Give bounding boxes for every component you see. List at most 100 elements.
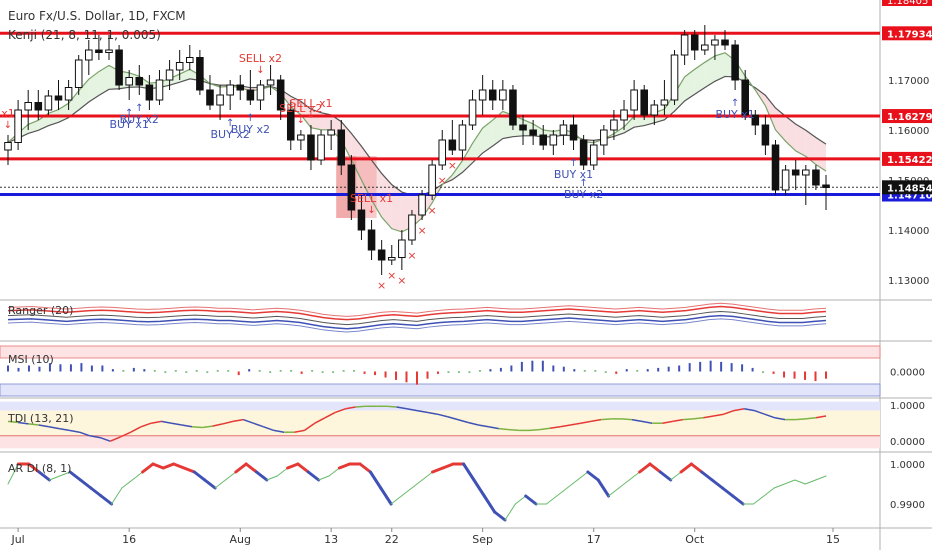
ardi-line-segment	[689, 462, 704, 474]
ardi-line-segment	[224, 471, 237, 481]
buy-signal-label: BUY x2	[564, 188, 603, 201]
tdi-upper-band	[0, 401, 880, 411]
bear-candle	[751, 114, 760, 126]
bull-candle	[701, 44, 709, 51]
bull-candle	[680, 34, 689, 56]
tdi-line-segment	[427, 411, 438, 415]
x-marker: ×	[377, 279, 386, 292]
tdi-line-segment	[529, 428, 540, 432]
bear-candle	[95, 49, 103, 53]
ardi-line-segment	[400, 487, 413, 497]
symbol-title: Euro Fx/U.S. Dollar, 1D, FXCM	[8, 9, 186, 23]
top-price-tag	[882, 0, 932, 6]
msi-panel[interactable]: MSI (10)	[0, 345, 881, 397]
bear-candle	[236, 84, 245, 91]
ardi-line-segment	[121, 479, 133, 489]
bull-cloud-segment	[98, 65, 109, 96]
ardi-line-segment	[192, 470, 207, 482]
bear-candle	[579, 139, 588, 166]
fast-ma-line	[7, 52, 827, 233]
slow-ma-line	[7, 75, 827, 196]
time-tick-label: Jul	[10, 533, 24, 546]
tdi-line-segment	[140, 422, 152, 428]
time-tick-label: 22	[385, 533, 399, 546]
tdi-line-segment	[242, 418, 254, 424]
bull-candle	[105, 49, 113, 53]
ardi-line-segment	[337, 462, 352, 470]
kenji-indicator-label: Kenji (21, 8, 11, 1, 0.005)	[8, 28, 161, 42]
ardi-title: AR DI (8, 1)	[8, 462, 71, 475]
tdi-line-segment	[304, 422, 316, 432]
bear-candle	[377, 249, 386, 261]
bull-cloud-segment	[674, 76, 685, 112]
ardi-line-segment	[89, 486, 103, 498]
bull-candle	[185, 57, 194, 63]
time-axis[interactable]: Jul 16 Aug 13 22 Sep 17 Oct 15	[10, 528, 840, 546]
tdi-line-segment	[28, 423, 39, 426]
bull-cloud-segment	[694, 62, 705, 95]
tdi-lower-band	[0, 435, 880, 449]
bull-candle	[14, 109, 22, 143]
ardi-line-segment	[111, 487, 123, 505]
ranger-upper-main	[7, 305, 827, 321]
ardi-line-segment	[504, 503, 516, 521]
ardi-line-segment	[78, 478, 93, 490]
ardi-panel[interactable]: AR DI (8, 1)	[7, 462, 827, 522]
bull-candle	[802, 169, 810, 176]
bull-candle	[418, 194, 426, 216]
bear-cloud-segment	[795, 124, 806, 157]
time-tick-label: 17	[587, 533, 601, 546]
ardi-line-segment	[48, 475, 61, 481]
bull-candle	[155, 79, 164, 101]
tdi-line-segment	[692, 417, 704, 420]
tdi-line-segment	[437, 413, 448, 418]
bull-candle	[438, 139, 447, 166]
bear-candle	[196, 57, 204, 91]
tdi-line-segment	[703, 415, 714, 419]
bull-candle	[64, 87, 73, 101]
tdi-line-segment	[232, 418, 244, 423]
price-axis[interactable]: 1.130001.140001.150001.160001.170001.184…	[882, 0, 932, 511]
ardi-line-segment	[720, 486, 735, 498]
ardi-line-segment	[658, 470, 673, 482]
tdi-line-segment	[416, 409, 428, 414]
buy-signal-label: BUY x1	[554, 168, 593, 181]
time-tick-label: 16	[122, 533, 136, 546]
bull-candle	[408, 214, 416, 241]
ardi-line-segment	[545, 495, 558, 505]
bull-candle	[125, 77, 133, 86]
tdi-line-segment	[805, 417, 816, 420]
tdi-line-segment	[774, 417, 786, 421]
ardi-line-segment	[753, 495, 765, 505]
bear-candle	[640, 89, 649, 116]
bull-candle	[226, 84, 234, 96]
ardi-line-segment	[670, 471, 682, 481]
bear-candle	[206, 89, 214, 106]
bull-cloud-segment	[78, 79, 89, 110]
ranger-panel[interactable]: Ranger (20)	[7, 302, 827, 333]
bear-candle	[448, 139, 457, 151]
sell-signal-label: SELL x1	[289, 97, 332, 110]
ardi-line-segment	[99, 494, 114, 506]
tdi-line-segment	[478, 424, 489, 428]
ardi-line-segment	[628, 471, 641, 481]
bear-candle	[276, 79, 285, 111]
tdi-line-segment	[273, 429, 285, 433]
buy-arrow: ↑	[226, 118, 234, 129]
sell-signal-label: SELL x2	[239, 52, 282, 65]
x-marker: ×	[438, 174, 447, 187]
bear-candle	[721, 39, 729, 46]
price-tick-label: 1.13000	[888, 276, 929, 287]
price-panel[interactable]: ×× ××××××x1↓↑BUY x1↑BUY x2 ↑BUY x2↑BUY x2S…	[0, 25, 880, 292]
ardi-line-segment	[172, 462, 186, 470]
tdi-line-segment	[58, 427, 70, 432]
ardi-line-segment	[255, 470, 269, 482]
tdi-line-segment	[406, 408, 418, 412]
bear-candle	[569, 124, 578, 141]
tdi-panel[interactable]: TDI (13, 21)	[0, 401, 880, 449]
tdi-tick-label: 1.0000	[890, 401, 925, 412]
sell-signal-label: SELL x2	[279, 102, 322, 115]
buy-arrow: ↑	[246, 113, 254, 124]
tdi-line-segment	[498, 427, 510, 431]
